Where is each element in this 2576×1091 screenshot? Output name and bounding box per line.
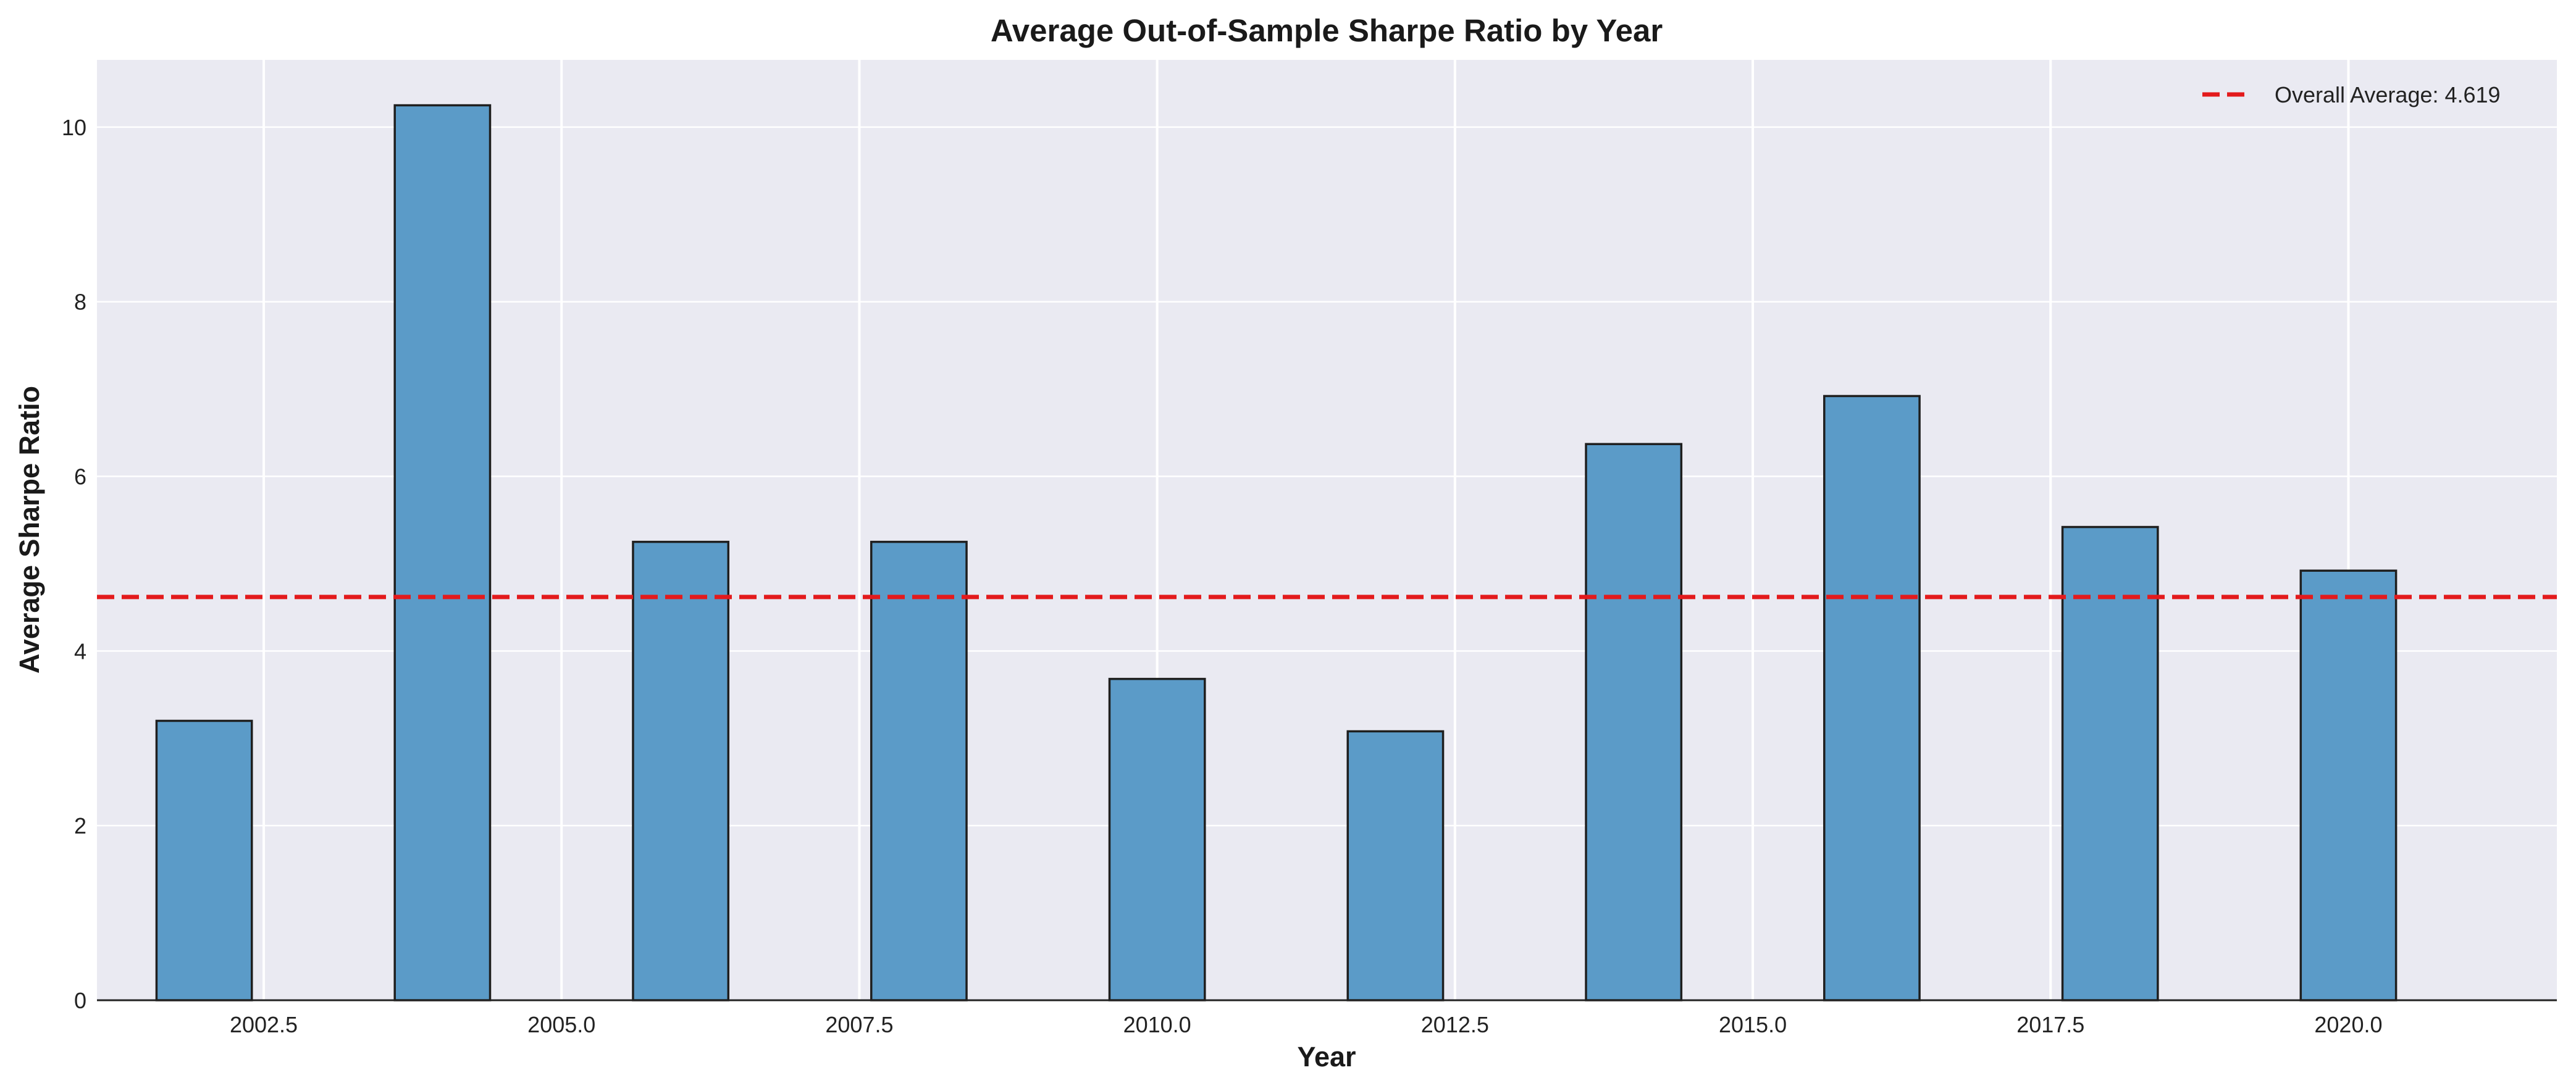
x-tick-label-1: 2005.0 xyxy=(527,1012,595,1037)
y-tick-label-2: 4 xyxy=(74,638,86,664)
x-tick-label-7: 2020.0 xyxy=(2314,1012,2382,1037)
x-axis-label: Year xyxy=(1297,1041,1356,1072)
bars xyxy=(155,104,2398,1001)
bar-2020 xyxy=(2299,569,2398,1001)
y-tick-label-0: 0 xyxy=(74,988,86,1013)
x-tick-label-4: 2012.5 xyxy=(1421,1012,1489,1037)
y-ticks: 0 2 4 6 8 10 xyxy=(62,115,86,1013)
y-tick-label-4: 8 xyxy=(74,290,86,315)
legend: Overall Average: 4.619 xyxy=(2202,82,2501,107)
x-tick-label-2: 2007.5 xyxy=(825,1012,893,1037)
bar-2016 xyxy=(1823,395,1921,1001)
bar-2004 xyxy=(393,104,492,1001)
bar-2012 xyxy=(1346,730,1445,1001)
bar-2018 xyxy=(2061,525,2159,1001)
legend-label: Overall Average: 4.619 xyxy=(2275,82,2501,107)
bar-2002 xyxy=(155,719,253,1001)
x-tick-label-0: 2002.5 xyxy=(230,1012,298,1037)
bar-2010 xyxy=(1108,677,1206,1001)
y-axis-label: Average Sharpe Ratio xyxy=(14,386,45,674)
x-tick-label-5: 2015.0 xyxy=(1719,1012,1787,1037)
y-tick-label-3: 6 xyxy=(74,464,86,490)
bar-2008 xyxy=(870,540,968,1001)
y-tick-label-5: 10 xyxy=(62,115,86,140)
bar-2006 xyxy=(632,540,730,1001)
x-ticks: 2002.5 2005.0 2007.5 2010.0 2012.5 2015.0 2017… xyxy=(230,1012,2383,1037)
bar-2014 xyxy=(1585,443,1683,1001)
x-tick-label-6: 2017.5 xyxy=(2016,1012,2084,1037)
x-tick-label-3: 2010.0 xyxy=(1123,1012,1191,1037)
chart-title: Average Out-of-Sample Sharpe Ratio by Ye… xyxy=(991,13,1663,48)
y-tick-label-1: 2 xyxy=(74,813,86,838)
